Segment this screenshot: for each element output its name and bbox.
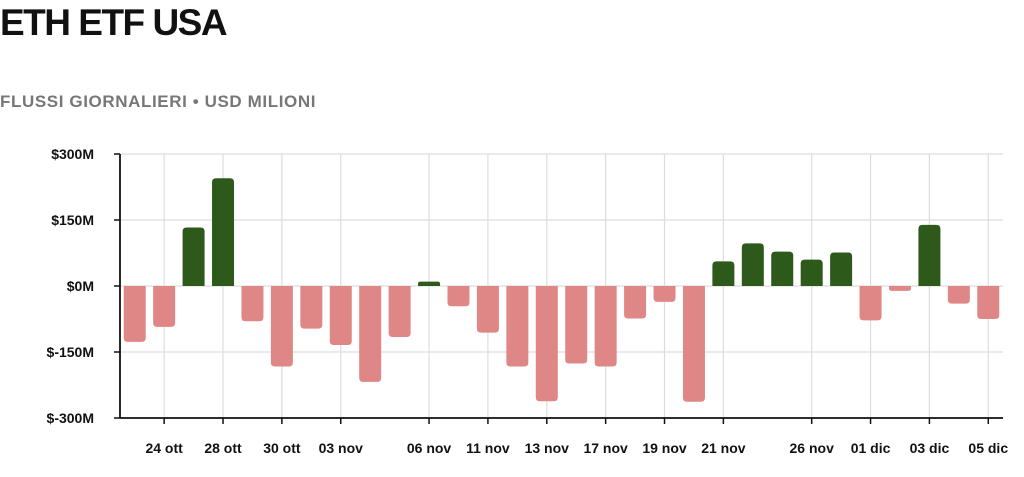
x-tick-label: 19 nov <box>642 440 687 456</box>
bar-inflow <box>830 252 853 286</box>
bar-outflow <box>947 286 970 304</box>
bar-outflow <box>270 286 293 367</box>
chart-title: ETH ETF USA <box>0 2 228 43</box>
bar-series <box>123 178 1000 402</box>
x-tick-label: 28 ott <box>204 440 242 456</box>
y-tick-label: $300M <box>51 146 94 162</box>
y-tick-label: $-300M <box>47 410 94 426</box>
x-tick-label: 03 nov <box>319 440 364 456</box>
x-tick-label: 01 dic <box>851 440 891 456</box>
bar-inflow <box>712 261 735 286</box>
bar-outflow <box>859 286 882 321</box>
bar-outflow <box>888 286 911 291</box>
y-tick-label: $0M <box>67 278 94 294</box>
bar-inflow <box>418 281 441 286</box>
bar-inflow <box>918 224 941 286</box>
bar-outflow <box>241 286 264 322</box>
y-tick-label: $-150M <box>47 344 94 360</box>
x-tick-label: 06 nov <box>407 440 452 456</box>
bar-inflow <box>182 227 205 286</box>
bar-outflow <box>153 286 176 327</box>
bar-outflow <box>506 286 529 367</box>
x-tick-label: 24 ott <box>145 440 183 456</box>
bar-outflow <box>388 286 411 338</box>
bar-outflow <box>624 286 647 319</box>
x-tick-label: 17 nov <box>583 440 628 456</box>
x-axis-labels: 24 ott 28 ott 30 ott 03 nov 06 nov 11 nov 13 n… <box>145 440 1008 456</box>
bar-outflow <box>535 286 558 402</box>
bar-outflow <box>359 286 382 382</box>
x-tick-label: 03 dic <box>910 440 950 456</box>
bar-outflow <box>329 286 352 345</box>
axes <box>114 153 1003 424</box>
bar-outflow <box>565 286 588 364</box>
bar-outflow <box>653 286 676 302</box>
bar-outflow <box>594 286 617 367</box>
bar-outflow <box>300 286 323 329</box>
x-tick-label: 30 ott <box>263 440 301 456</box>
y-tick-label: $150M <box>51 212 94 228</box>
y-axis-labels: $300M $150M $0M $-150M $-300M <box>47 146 94 426</box>
bar-outflow <box>476 286 499 333</box>
x-tick-label: 13 nov <box>525 440 570 456</box>
bar-inflow <box>741 243 764 286</box>
x-tick-label: 21 nov <box>701 440 746 456</box>
bar-outflow <box>123 286 146 342</box>
x-tick-label: 26 nov <box>790 440 835 456</box>
x-tick-label: 05 dic <box>968 440 1008 456</box>
bar-inflow <box>771 251 794 286</box>
bar-inflow <box>800 259 823 286</box>
bar-outflow <box>682 286 705 402</box>
chart-subtitle: FLUSSI GIORNALIERI • USD MILIONI <box>0 92 317 111</box>
x-tick-label: 11 nov <box>466 440 510 456</box>
bar-outflow <box>977 286 1000 319</box>
bar-outflow <box>447 286 470 307</box>
bar-inflow <box>212 178 235 286</box>
